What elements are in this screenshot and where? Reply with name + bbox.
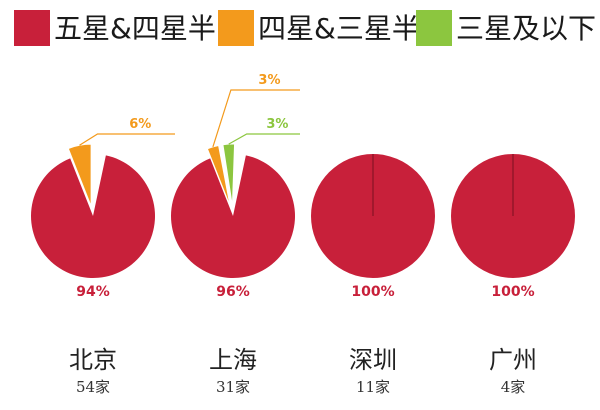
pie-slice-five-four-half [31, 155, 156, 278]
count-label-shenzhen: 11家 [355, 378, 391, 396]
pie-shenzhen: 100% [311, 154, 435, 300]
pie-slice-five-four-half [171, 155, 296, 278]
legend-label: 五星&四星半 [54, 12, 216, 45]
count-label-shanghai: 31家 [215, 378, 251, 396]
city-label-shenzhen: 深圳 [349, 346, 397, 374]
legend-swatch [218, 10, 254, 46]
main-percent-label: 94% [76, 284, 110, 300]
pie-guangzhou: 100% [451, 154, 575, 300]
city-label-beijing: 北京 [69, 346, 117, 374]
legend-swatch [416, 10, 452, 46]
main-percent-label: 100% [351, 284, 394, 300]
leader-line [79, 133, 175, 146]
main-percent-label: 96% [216, 284, 250, 300]
main-percent-label: 100% [491, 284, 534, 300]
count-label-beijing: 54家 [75, 378, 111, 396]
city-label-shanghai: 上海 [209, 346, 257, 374]
legend-label: 四星&三星半 [258, 12, 420, 45]
legend: 五星&四星半 四星&三星半 三星及以下 [0, 0, 600, 60]
legend-swatch [14, 10, 50, 46]
pie-beijing: 6% 94% [31, 117, 175, 300]
legend-label: 三星及以下 [456, 12, 597, 45]
slice-percent-label: 3% [266, 117, 288, 132]
city-label-guangzhou: 广州 [489, 346, 537, 374]
slice-percent-label: 6% [129, 117, 151, 132]
slice-percent-label: 3% [258, 73, 280, 88]
pie-shanghai: 3% 3% 96% [171, 73, 300, 300]
leader-line [228, 133, 300, 145]
count-label-guangzhou: 4家 [500, 378, 526, 396]
leader-line [212, 89, 300, 148]
